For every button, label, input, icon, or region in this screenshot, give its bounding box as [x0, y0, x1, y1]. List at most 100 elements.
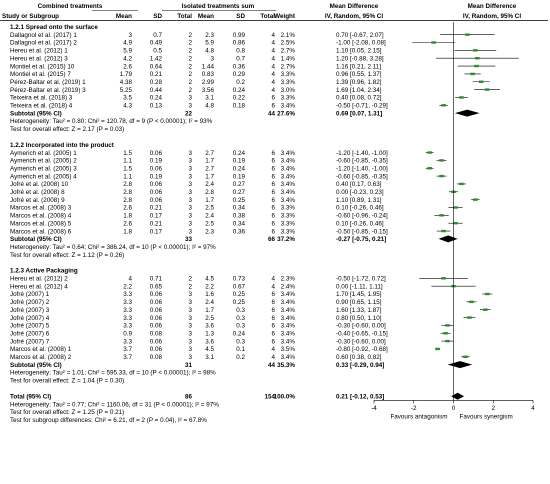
study-row-3-8-total-isolated: 6	[271, 330, 275, 337]
study-row-3-10-mean-combined: 3.7	[123, 346, 132, 353]
study-row-2-7-weight: 3.4%	[281, 197, 296, 204]
study-row-3-9-mean-isolated: 3.6	[205, 338, 214, 345]
study-row-3-9-name: Jofré (2007) 7	[10, 338, 50, 345]
study-row-2-9-mean-combined: 1.8	[123, 213, 132, 220]
col-header-total-isolated: Total	[260, 13, 275, 20]
footer-line-1: Heterogeneity: Tau² = 0.77; Chi² = 1160.…	[10, 401, 219, 408]
study-row-3-9-sd-isolated: 0.3	[236, 338, 245, 345]
subgroup-2-subtotal-n-combined: 33	[185, 236, 193, 243]
col-header-sd-isolated: SD	[236, 13, 245, 20]
study-row-3-6-mean-combined: 3.3	[123, 315, 132, 322]
study-row-2-10-name: Marcos et al. (2008) 5	[10, 220, 72, 227]
subgroup-3-overall-effect: Test for overall effect: Z = 1.04 (P = 0…	[10, 378, 124, 385]
study-row-3-1-total-isolated: 4	[271, 276, 275, 283]
study-row-1-2-total-isolated: 4	[271, 40, 275, 47]
study-row-1-8-name: Pérez-Baltar et al. (2019) 3	[10, 87, 86, 94]
study-row-3-6-marker	[467, 316, 472, 319]
study-row-3-8-weight: 3.4%	[281, 330, 296, 337]
study-row-2-4-sd-combined: 0.19	[150, 173, 163, 180]
study-row-3-10-marker	[435, 347, 440, 351]
study-row-1-3-total-combined: 2	[188, 48, 192, 55]
study-row-1-10-total-isolated: 6	[271, 103, 275, 110]
study-row-3-8-name: Jofré (2007) 6	[10, 330, 50, 337]
study-row-1-1-marker	[465, 33, 470, 36]
x-tick-label-3: 0	[452, 405, 456, 412]
study-row-3-6-total-isolated: 6	[271, 315, 275, 322]
study-row-1-7-weight: 3.3%	[281, 79, 296, 86]
study-row-3-10-sd-isolated: 0.1	[236, 346, 245, 353]
study-row-1-6-sd-isolated: 0.29	[233, 71, 246, 78]
study-row-2-8-weight: 3.3%	[281, 205, 296, 212]
study-row-3-2-total-combined: 2	[188, 283, 192, 290]
study-row-2-9-weight: 3.3%	[281, 213, 296, 220]
study-row-1-10-marker	[441, 104, 446, 107]
study-row-2-5-total-combined: 3	[188, 181, 192, 188]
study-row-2-9-total-combined: 3	[188, 213, 192, 220]
study-row-1-5-total-combined: 2	[188, 63, 192, 70]
study-row-1-8-total-combined: 2	[188, 87, 192, 94]
study-row-1-6-mean-isolated: 0.83	[202, 71, 215, 78]
study-row-2-10-sd-combined: 0.21	[150, 220, 163, 227]
study-row-1-10-ci-text: -0.50 [-0.71, -0.29]	[336, 103, 388, 110]
study-row-3-3-name: Jofré (2007) 1	[10, 291, 50, 298]
study-row-1-7-mean-combined: 4.38	[120, 79, 133, 86]
study-row-1-3-weight: 2.7%	[281, 48, 296, 55]
subgroup-2-subtotal-label: Subtotal (95% CI)	[10, 236, 62, 243]
subgroup-2-subtotal-n-isolated: 66	[268, 236, 276, 243]
study-row-2-11-sd-isolated: 0.36	[233, 228, 246, 235]
study-row-3-7-sd-combined: 0.06	[150, 323, 163, 330]
study-row-1-4-sd-isolated: 0.7	[236, 55, 245, 62]
study-row-3-9-weight: 3.4%	[281, 338, 296, 345]
study-row-1-3-ci-text: 1.10 [0.05, 2.15]	[336, 48, 382, 55]
study-row-2-2-sd-isolated: 0.19	[233, 158, 246, 165]
subgroup-1-subtotal-weight: 27.6%	[277, 110, 295, 117]
study-row-2-7-total-isolated: 6	[271, 197, 275, 204]
study-row-3-3-total-combined: 3	[188, 291, 192, 298]
study-row-3-7-mean-isolated: 3.6	[205, 323, 214, 330]
study-row-2-8-mean-isolated: 2.5	[205, 205, 214, 212]
study-row-3-11-sd-combined: 0.08	[150, 354, 163, 361]
study-row-2-10-mean-isolated: 2.5	[205, 220, 214, 227]
x-tick-label-2: -2	[411, 405, 417, 412]
total-ci-text: 0.21 [-0.12, 0.53]	[336, 393, 384, 400]
study-row-2-10-marker	[453, 222, 458, 225]
study-row-2-10-total-combined: 3	[188, 220, 192, 227]
study-row-3-6-sd-combined: 0.06	[150, 315, 163, 322]
subgroup-1-subtotal-ci-text: 0.69 [0.07, 1.31]	[336, 110, 382, 117]
subgroup-1-subtotal-diamond	[454, 109, 480, 117]
study-row-2-9-name: Marcos et al. (2008) 4	[10, 213, 72, 220]
study-row-1-3-sd-isolated: 0.8	[236, 48, 245, 55]
x-tick-label-5: 4	[531, 405, 535, 412]
study-row-3-7-weight: 3.4%	[281, 323, 296, 330]
study-row-1-1-total-isolated: 4	[271, 32, 275, 39]
study-row-1-8-weight: 3.0%	[281, 87, 296, 94]
footer-line-2: Test for overall effect: Z = 1.25 (P = 0…	[10, 409, 124, 416]
study-row-1-3-sd-combined: 0.5	[153, 48, 162, 55]
study-row-2-8-sd-isolated: 0.34	[233, 205, 246, 212]
study-row-2-5-name: Jofré et al. (2008) 10	[10, 181, 69, 188]
study-row-2-2-weight: 3.4%	[281, 158, 296, 165]
study-row-3-9-total-isolated: 6	[271, 338, 275, 345]
study-row-3-7-marker	[445, 324, 450, 327]
study-row-3-4-total-combined: 3	[188, 299, 192, 306]
study-row-3-1-mean-combined: 4	[128, 276, 132, 283]
study-row-3-3-mean-combined: 3.3	[123, 291, 132, 298]
study-row-2-8-total-combined: 3	[188, 205, 192, 212]
study-row-2-7-marker	[473, 198, 478, 201]
study-row-1-9-total-isolated: 6	[271, 95, 275, 102]
study-row-1-4-marker	[475, 57, 480, 60]
header-combined: Combined treatments	[38, 3, 103, 10]
study-row-1-7-total-combined: 2	[188, 79, 192, 86]
study-row-1-10-mean-combined: 4.3	[123, 103, 132, 110]
study-row-3-3-sd-combined: 0.06	[150, 291, 163, 298]
subgroup-2-subtotal-diamond	[438, 235, 458, 243]
study-row-3-2-sd-isolated: 0.67	[233, 283, 246, 290]
study-row-3-1-marker	[441, 277, 446, 280]
study-row-2-11-ci-text: -0.50 [-0.85, -0.15]	[336, 228, 388, 235]
study-row-3-4-mean-combined: 3.3	[123, 299, 132, 306]
study-row-2-3-total-isolated: 6	[271, 165, 275, 172]
study-row-3-9-sd-combined: 0.06	[150, 338, 163, 345]
study-row-3-1-sd-isolated: 0.73	[233, 276, 246, 283]
study-row-3-7-sd-isolated: 0.3	[236, 323, 245, 330]
study-row-1-9-weight: 3.3%	[281, 95, 296, 102]
